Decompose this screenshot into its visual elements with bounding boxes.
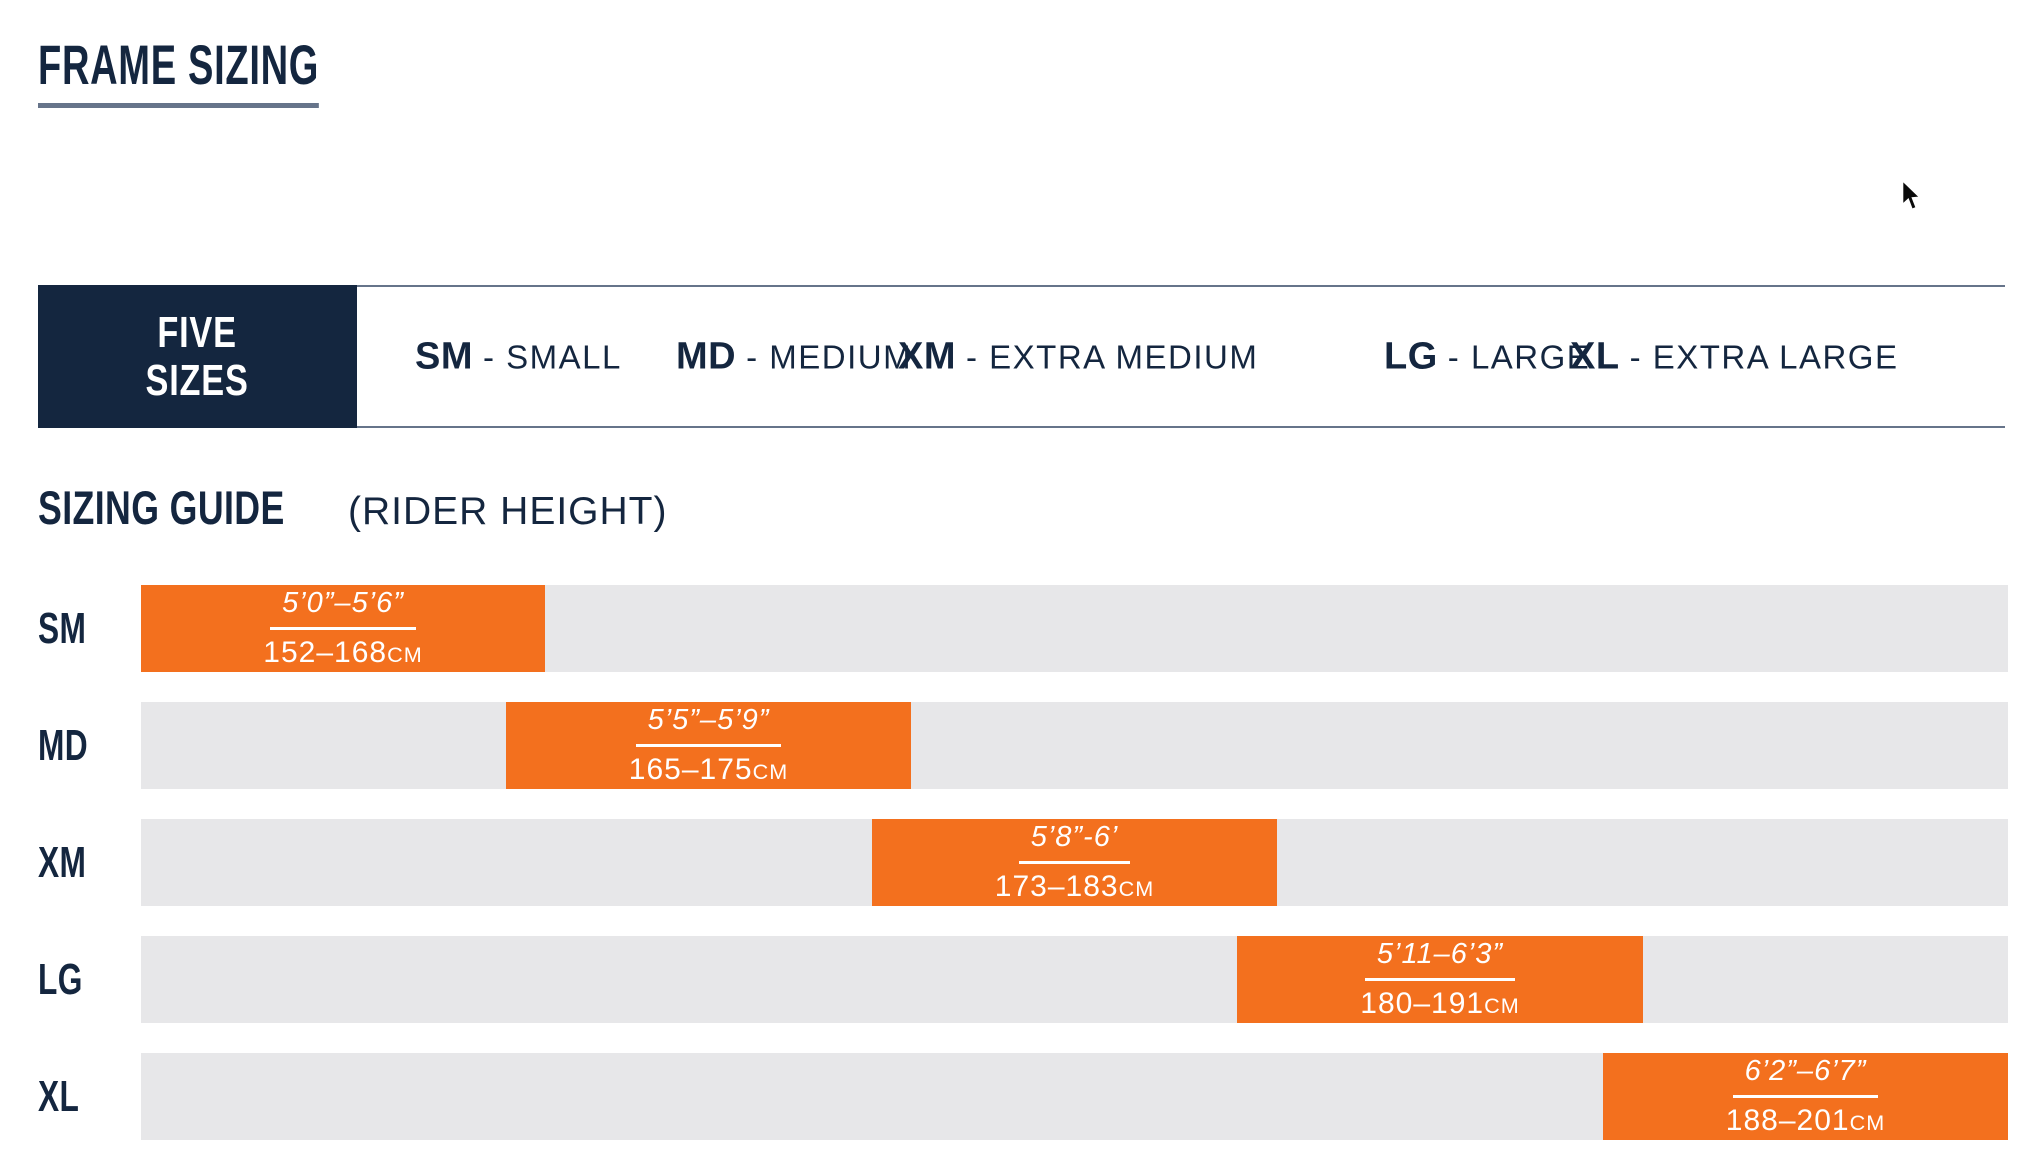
row-track-xl: 6’2”–6’7” 188–201cm	[141, 1053, 2008, 1140]
unit-cm: cm	[387, 642, 423, 667]
five-sizes-badge-label: FIVE SIZES	[145, 307, 250, 405]
size-abbr-xl: XL	[1570, 335, 1620, 377]
unit-cm: cm	[752, 759, 789, 784]
size-abbr-md: MD	[676, 335, 737, 377]
size-legend-xl: XL - EXTRA LARGE	[1570, 335, 1898, 378]
range-imperial-xl: 6’2”–6’7”	[1732, 1055, 1879, 1098]
sizing-guide-heading-bold: SIZING GUIDE	[38, 481, 285, 534]
size-name-medium: - MEDIUM	[746, 338, 913, 375]
size-abbr-xm: XM	[898, 335, 956, 377]
row-track-xm: 5’8”-6’ 173–183cm	[141, 819, 2008, 906]
row-label-xm: XM	[38, 837, 87, 887]
row-label-cell: LG	[0, 936, 141, 1023]
chart-row-xl: XL 6’2”–6’7” 188–201cm	[0, 1053, 2008, 1140]
range-bar-sm: 5’0”–5’6” 152–168cm	[141, 585, 545, 672]
size-legend-sm: SM - SMALL	[415, 335, 622, 378]
row-track-lg: 5’11–6’3” 180–191cm	[141, 936, 2008, 1023]
row-track-sm: 5’0”–5’6” 152–168cm	[141, 585, 2008, 672]
size-legend-lg: LG - LARGE	[1384, 335, 1590, 378]
page-title: FRAME SIZING	[38, 35, 320, 108]
size-legend-xm: XM - EXTRA MEDIUM	[898, 335, 1258, 378]
range-bar-xm: 5’8”-6’ 173–183cm	[872, 819, 1277, 906]
range-metric-xm: 173–183cm	[994, 870, 1155, 903]
rider-height-chart: SM 5’0”–5’6” 152–168cm MD 5’5”–5’9” 165–…	[0, 585, 2008, 1168]
row-label-sm: SM	[38, 603, 87, 653]
row-label-cell: SM	[0, 585, 141, 672]
chart-row-md: MD 5’5”–5’9” 165–175cm	[0, 702, 2008, 789]
size-legend-md: MD - MEDIUM	[676, 335, 912, 378]
row-label-cell: XM	[0, 819, 141, 906]
row-track-md: 5’5”–5’9” 165–175cm	[141, 702, 2008, 789]
size-name-large: - LARGE	[1447, 338, 1591, 375]
row-label-lg: LG	[38, 954, 83, 1004]
mouse-cursor-icon	[1901, 180, 1922, 211]
unit-cm: cm	[1849, 1110, 1886, 1135]
chart-row-xm: XM 5’8”-6’ 173–183cm	[0, 819, 2008, 906]
range-imperial-md: 5’5”–5’9”	[635, 704, 782, 747]
row-label-md: MD	[38, 720, 88, 770]
range-metric-md: 165–175cm	[628, 753, 789, 786]
row-label-cell: MD	[0, 702, 141, 789]
size-name-extra-large: - EXTRA LARGE	[1629, 338, 1899, 375]
size-abbr-lg: LG	[1384, 335, 1438, 377]
chart-row-sm: SM 5’0”–5’6” 152–168cm	[0, 585, 2008, 672]
range-bar-md: 5’5”–5’9” 165–175cm	[506, 702, 911, 789]
range-metric-xl: 188–201cm	[1725, 1104, 1886, 1137]
row-label-cell: XL	[0, 1053, 141, 1140]
size-name-extra-medium: - EXTRA MEDIUM	[966, 338, 1259, 375]
sizing-guide-heading-light: (RIDER HEIGHT)	[348, 490, 668, 533]
unit-cm: cm	[1118, 876, 1155, 901]
five-sizes-badge: FIVE SIZES	[38, 285, 357, 428]
chart-row-lg: LG 5’11–6’3” 180–191cm	[0, 936, 2008, 1023]
range-bar-lg: 5’11–6’3” 180–191cm	[1237, 936, 1643, 1023]
row-label-xl: XL	[38, 1071, 80, 1121]
sizing-guide-heading: SIZING GUIDE (RIDER HEIGHT)	[38, 480, 668, 535]
range-imperial-lg: 5’11–6’3”	[1364, 938, 1516, 981]
size-abbr-sm: SM	[415, 335, 473, 377]
range-metric-lg: 180–191cm	[1360, 987, 1520, 1020]
range-metric-sm: 152–168cm	[263, 636, 423, 669]
range-imperial-xm: 5’8”-6’	[1018, 821, 1131, 864]
five-sizes-bar: FIVE SIZES SM - SMALL MD - MEDIUM XM - EXTR…	[38, 285, 2005, 428]
unit-cm: cm	[1484, 993, 1520, 1018]
size-name-small: - SMALL	[483, 338, 622, 375]
range-bar-xl: 6’2”–6’7” 188–201cm	[1603, 1053, 2008, 1140]
range-imperial-sm: 5’0”–5’6”	[270, 587, 416, 630]
